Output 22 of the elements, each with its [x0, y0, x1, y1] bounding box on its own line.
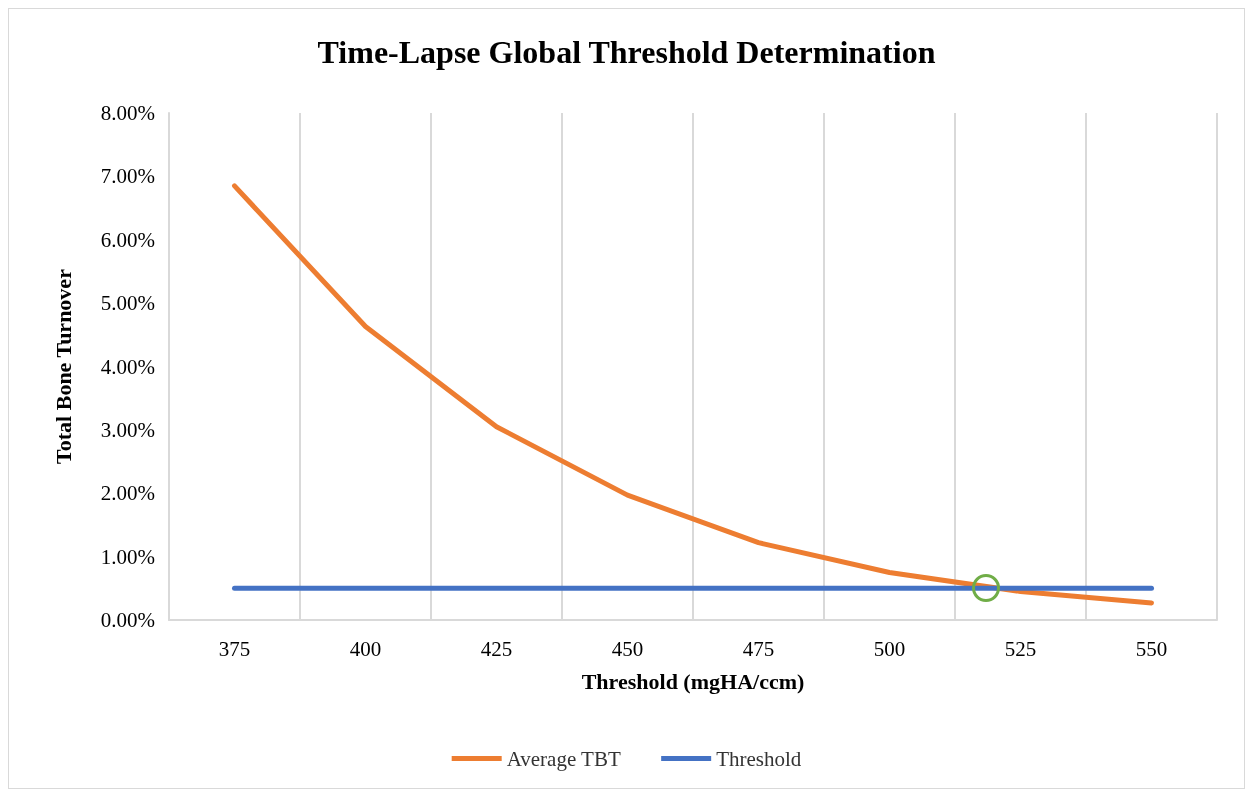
y-tick-label: 8.00% [100, 101, 155, 125]
y-tick-label: 5.00% [100, 291, 155, 316]
legend-label: Threshold [716, 746, 802, 771]
y-tick-label: 4.00% [100, 354, 155, 379]
y-tick-label: 0.00% [100, 608, 155, 632]
x-tick-label: 425 [480, 636, 513, 661]
x-tick-label: 450 [611, 636, 644, 661]
y-tick-label: 2.00% [100, 481, 155, 506]
legend-label: Average TBT [506, 746, 621, 771]
x-tick-label: 375 [218, 636, 251, 661]
x-tick-label: 475 [742, 636, 775, 661]
x-tick-label: 525 [1004, 636, 1037, 661]
chart-title: Time-Lapse Global Threshold Determination [317, 34, 936, 70]
y-axis-title: Total Bone Turnover [50, 268, 76, 464]
y-tick-label: 3.00% [100, 417, 155, 442]
y-tick-label: 7.00% [100, 164, 155, 189]
x-axis-title: Threshold (mgHA/ccm) [581, 668, 805, 694]
x-tick-label: 400 [349, 636, 382, 661]
y-tick-label: 1.00% [100, 544, 155, 569]
y-tick-label: 6.00% [100, 227, 155, 252]
x-tick-label: 550 [1135, 636, 1168, 661]
x-tick-label: 500 [873, 636, 906, 661]
